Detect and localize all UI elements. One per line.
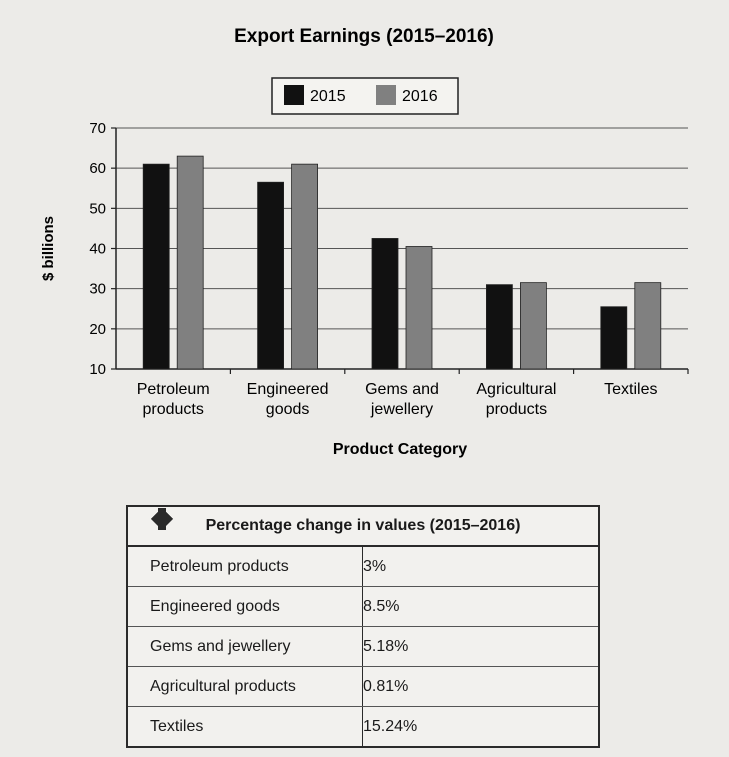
row-value-cell: 0.81%	[151, 508, 598, 706]
x-tick-label: products	[143, 401, 204, 418]
table-row: Petroleum products 3%	[128, 508, 598, 586]
row-value-cell: 15.24%	[151, 508, 598, 746]
row-value: 0.81%	[363, 677, 409, 695]
bar-2016-0	[176, 155, 204, 370]
row-label: Engineered goods	[128, 587, 363, 626]
y-tick-label: 30	[89, 281, 106, 298]
y-tick-label: 20	[89, 321, 106, 338]
x-tick-label: jewellery	[370, 401, 433, 418]
table-title: Percentage change in values (2015–2016)	[128, 507, 598, 547]
y-tick-label: 60	[89, 160, 106, 177]
x-tick-label: Gems and	[365, 381, 439, 398]
x-tick-label: Agricultural	[476, 381, 556, 398]
x-tick-label: goods	[266, 401, 310, 418]
legend-swatch-2015	[284, 85, 304, 105]
bar-2015-2	[371, 238, 399, 370]
x-axis-label: Product Category	[333, 441, 467, 458]
bar-2016-4	[634, 282, 662, 370]
y-axis-label: $ billions	[40, 216, 57, 281]
row-value-cell: 8.5%	[151, 508, 598, 626]
x-tick-label: products	[486, 401, 547, 418]
table-row: Engineered goods 8.5%	[128, 508, 598, 626]
bar-2015-1	[257, 181, 285, 370]
x-tick-label: Engineered	[247, 381, 329, 398]
bar-2015-0	[142, 163, 170, 370]
arrow-up-icon	[151, 508, 173, 530]
y-tick-label: 70	[89, 120, 106, 137]
row-label: Textiles	[128, 707, 363, 746]
row-label: Gems and jewellery	[128, 627, 363, 666]
percentage-change-table: Percentage change in values (2015–2016) …	[126, 505, 600, 748]
legend-swatch-2016	[376, 85, 396, 105]
table-row: Gems and jewellery 5.18%	[128, 508, 598, 666]
y-tick-label: 40	[89, 241, 106, 258]
bar-2015-3	[485, 284, 513, 370]
row-value: 5.18%	[363, 637, 409, 655]
bar-2016-3	[520, 282, 547, 370]
legend-label-2015: 2015	[310, 88, 346, 105]
x-tick-label: Textiles	[604, 381, 657, 398]
row-value: 8.5%	[363, 597, 400, 615]
legend-label-2016: 2016	[402, 88, 438, 105]
row-value-cell: 3%	[151, 508, 598, 586]
bar-chart: Export Earnings (2015–2016) 2015 2016 10 20 3…	[40, 26, 689, 458]
row-value: 15.24%	[363, 717, 418, 735]
row-value-cell: 5.18%	[151, 508, 598, 666]
table-body: Petroleum products 3% Engineered goods 8.5%…	[128, 508, 598, 746]
row-label: Petroleum products	[128, 547, 363, 586]
row-value: 3%	[363, 557, 387, 575]
y-tick-label: 10	[89, 361, 106, 378]
bar-2015-4	[600, 306, 628, 370]
x-tick-label: Petroleum	[137, 381, 210, 398]
bar-2016-1	[291, 163, 319, 370]
table-row: Textiles 15.24%	[128, 508, 598, 746]
row-label: Agricultural products	[128, 667, 363, 706]
chart-title: Export Earnings (2015–2016)	[234, 26, 494, 47]
bar-2016-2	[405, 246, 433, 370]
table-row: Agricultural products 0.81%	[128, 508, 598, 706]
y-tick-label: 50	[89, 200, 106, 217]
